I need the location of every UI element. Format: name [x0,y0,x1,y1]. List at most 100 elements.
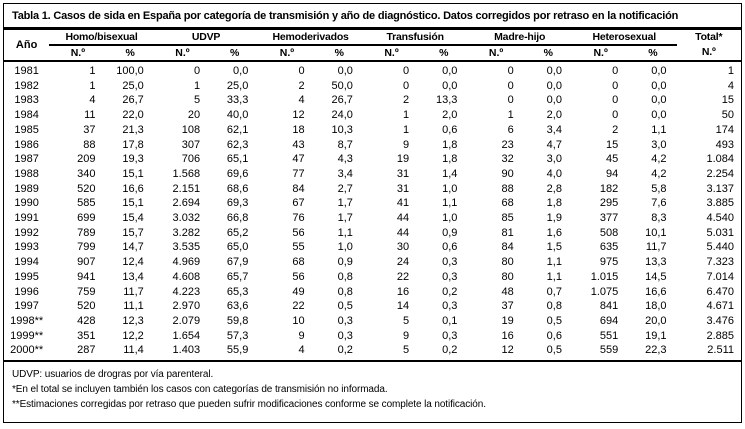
pct-cell: 0,0 [629,60,677,79]
pct-column-header: % [648,46,658,59]
n-cell: 182 [599,182,619,195]
pct-cell: 16,6 [645,285,667,298]
footnote-udvp: UDVP: usuarios de drogras por vía parent… [12,369,214,381]
pct-cell: 8,3 [651,212,667,225]
pct-cell: 55,9 [211,343,259,363]
pct-cell: 26,7 [331,94,353,107]
n-cell: 1.075 [590,285,619,298]
pct-column-header: % [230,46,240,59]
n-cell: 47 [292,153,305,166]
total-cell: 493 [715,138,734,151]
total-cell: 3.137 [706,182,734,195]
n-cell: 0 [403,79,410,92]
pct-column-header: % [543,46,554,59]
n-cell: 9 [403,138,410,151]
year-cell: 1981 [4,60,50,79]
pct-cell: 1,1 [442,197,458,210]
pct-cell: 14,7 [122,241,144,254]
table-row: 1995 941 13,4 4.608 65,7 56 0,8 22 0,3 80 1,1 1.015… [4,270,741,285]
year-cell: 1998** [10,314,44,327]
n-cell: 24 [396,256,410,269]
n-cell: 16 [396,285,410,298]
year-column-header: Año [15,39,38,51]
total-cell: 1.084 [706,153,734,166]
n-cell: 907 [77,256,96,269]
pct-cell: 0,3 [442,329,458,342]
pct-cell: 0,0 [546,94,562,107]
pct-cell: 50,0 [331,79,353,92]
year-cell: 1986 [14,138,39,151]
group-header-heterosexual: Heterosexual [571,30,677,46]
pct-cell: 15,7 [122,226,144,239]
pct-cell: 10,3 [331,123,353,136]
n-cell: 76 [292,212,305,225]
year-cell: 1993 [14,241,39,254]
n-cell: 19 [396,153,410,166]
n-cell: 108 [181,123,201,136]
table-row: 1986 88 17,8 307 62,3 43 8,7 9 1,8 23 4,7 15 3,0 493 [4,138,741,153]
pct-cell: 1,1 [546,256,562,269]
pct-cell: 0,7 [546,285,562,298]
n-cell: 84 [501,241,514,254]
n-cell: 22 [292,300,305,313]
pct-cell: 0,1 [442,314,458,327]
table-row: 1981 1 100,0 0 0,0 0 0,0 0 0,0 0 0,0 0 0,0 1 [4,60,741,79]
n-cell: 22 [396,270,410,283]
total-cell: 7.323 [706,256,734,269]
pct-cell: 0,0 [211,60,259,79]
n-cell: 94 [606,167,619,180]
pct-cell: 0,8 [546,300,562,313]
year-cell: 1996 [14,285,39,298]
pct-cell: 4,3 [337,153,353,166]
pct-cell: 3,4 [546,123,562,136]
pct-cell: 3,0 [651,138,667,151]
pct-cell: 11,7 [645,241,667,254]
pct-cell: 0,0 [651,94,667,107]
n-cell: 1.403 [153,343,212,363]
pct-cell: 3,4 [337,167,353,180]
pct-cell: 25,0 [226,79,249,92]
pct-cell: 15,1 [122,167,144,180]
table-row: 1983 4 26,7 5 33,3 4 26,7 2 13,3 0 0,0 0 0,0 15 [4,93,741,108]
n-cell: 49 [292,285,305,298]
n-cell: 15 [606,138,619,151]
n-cell: 88 [501,182,514,195]
n-cell: 32 [501,153,514,166]
n-cell: 635 [599,241,619,254]
table-row: 1987 209 19,3 706 65,1 47 4,3 19 1,8 32 3,0 45 4,2 1.… [4,152,741,167]
year-cell: 1983 [14,94,39,107]
n-cell: 0 [258,60,316,79]
n-cell: 81 [501,226,514,239]
pct-cell: 11,7 [123,285,144,298]
n-cell: 0 [507,94,514,107]
year-cell: 1997 [14,300,39,313]
n-cell: 37 [83,123,96,136]
total-cell: 2.885 [706,329,734,342]
pct-cell: 10,1 [645,226,667,239]
n-cell: 88 [83,138,96,151]
table-title: Tabla 1. Casos de sida en España por cat… [4,4,741,30]
n-cell: 80 [501,270,514,283]
pct-cell: 0,6 [546,329,562,342]
n-cell: 2 [403,94,410,107]
n-column-header: N.º [384,46,399,59]
n-cell: 12 [467,343,525,363]
pct-cell: 0,6 [442,241,458,254]
year-cell: 1984 [14,109,39,122]
pct-cell: 62,3 [226,138,249,151]
n-cell: 1.568 [172,167,201,180]
pct-cell: 65,2 [226,226,249,239]
pct-cell: 0,9 [442,226,458,239]
pct-cell: 19,1 [645,329,667,342]
total-cell: 5.440 [706,241,734,254]
n-cell: 0 [612,109,619,122]
n-cell: 520 [77,300,96,313]
n-cell: 31 [396,182,410,195]
table-figure: Tabla 1. Casos de sida en España por cat… [3,3,742,423]
group-header-madre-hijo: Madre-hijo [467,30,572,46]
n-cell: 45 [606,153,619,166]
n-cell: 694 [599,314,619,327]
pct-cell: 0,0 [546,79,562,92]
pct-cell: 2,0 [442,109,458,122]
n-column-header: N.º [488,46,504,59]
